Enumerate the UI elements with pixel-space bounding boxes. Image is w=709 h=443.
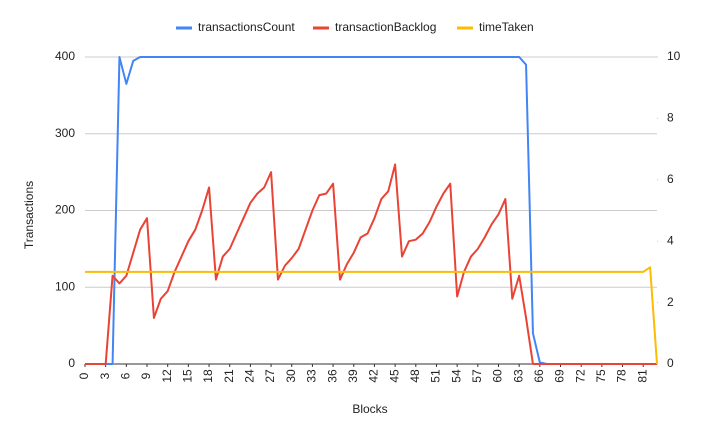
x-tick-label: 75 [594, 369, 608, 383]
x-tick-label: 27 [263, 369, 277, 383]
x-tick-label: 48 [408, 369, 422, 383]
x-tick-label: 72 [573, 369, 587, 383]
x-tick-label: 33 [305, 369, 319, 383]
y-axis-label: Transactions [22, 181, 36, 249]
x-tick-label: 66 [532, 369, 546, 383]
y-tick-label: 400 [55, 49, 75, 63]
legend-label: transactionsCount [198, 20, 295, 34]
x-tick-label: 42 [367, 369, 381, 383]
y-tick-label: 100 [55, 279, 75, 293]
x-tick-label: 18 [201, 369, 215, 383]
x-tick-label: 6 [119, 372, 133, 379]
y-tick-label: 300 [55, 126, 75, 140]
y2-tick-label: 6 [667, 172, 674, 186]
x-tick-label: 24 [243, 369, 257, 383]
x-tick-label: 54 [449, 369, 463, 383]
x-axis-label: Blocks [352, 402, 387, 416]
x-tick-label: 78 [615, 369, 629, 383]
y2-tick-label: 10 [667, 49, 681, 63]
x-tick-label: 60 [491, 369, 505, 383]
x-tick-label: 0 [77, 372, 91, 379]
y2-tick-label: 0 [667, 356, 674, 370]
legend-label: timeTaken [479, 20, 534, 34]
x-tick-label: 57 [470, 369, 484, 383]
x-tick-label: 9 [139, 372, 153, 379]
x-tick-label: 21 [222, 369, 236, 383]
x-tick-label: 12 [160, 369, 174, 383]
x-tick-label: 63 [511, 369, 525, 383]
y2-tick-label: 4 [667, 233, 674, 247]
x-tick-label: 51 [429, 369, 443, 383]
x-tick-label: 69 [553, 369, 567, 383]
x-tick-label: 81 [635, 369, 649, 383]
y-tick-label: 0 [68, 356, 75, 370]
x-tick-label: 39 [346, 369, 360, 383]
x-tick-label: 30 [284, 369, 298, 383]
series-line [85, 266, 658, 365]
y2-tick-label: 8 [667, 111, 674, 125]
x-tick-label: 15 [181, 369, 195, 383]
x-tick-label: 3 [98, 372, 112, 379]
y2-tick-label: 2 [667, 295, 674, 309]
y-tick-label: 200 [55, 203, 75, 217]
legend-label: transactionBacklog [335, 20, 436, 34]
x-tick-label: 45 [387, 369, 401, 383]
series-line [85, 163, 657, 365]
x-tick-label: 36 [325, 369, 339, 383]
